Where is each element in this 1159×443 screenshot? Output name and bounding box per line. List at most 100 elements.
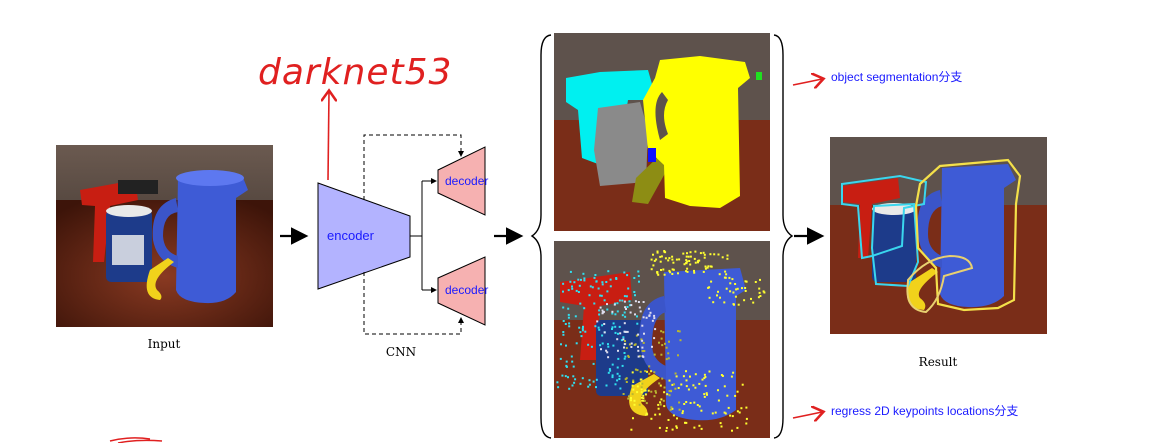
keypoint-dot [685,270,688,273]
keypoint-dot [675,375,678,378]
keypoint-dot [582,325,584,328]
keypoint-dot [607,345,610,348]
keypoint-dot [656,272,659,275]
result-label: Result [919,355,958,369]
keypoint-dot [630,397,632,399]
keypoint-dot [620,339,623,342]
keypoint-dot [617,357,620,360]
decoder-bottom-block [437,256,486,326]
keypoint-dot [684,421,686,424]
keypoint-dot [611,376,614,379]
keypoint-dot [634,313,636,316]
keypoint-dot [623,343,626,346]
keypoint-dot [637,349,640,352]
keypoint-dot [637,345,639,348]
keypoint-dot [636,385,639,388]
keypoint-dot [618,375,621,378]
keypoint-dot [636,369,639,372]
keypoint-dot [663,273,666,276]
keypoint-dot [685,259,688,262]
keypoint-dot [617,349,619,352]
keypoint-dot [731,278,734,281]
keypoint-dot [642,394,645,397]
keypoint-dot [562,306,565,309]
keypoint-dot [656,250,659,253]
keypoint-dot [601,342,604,345]
keypoint-dot [663,386,666,389]
keypoint-dot [672,414,675,417]
keypoint-dot [637,301,640,303]
keypoint-dot [575,342,578,345]
keypoint-dot [634,343,637,346]
keypoint-dot [724,412,727,415]
keypoint-dot [688,260,691,262]
keypoint-dot [717,253,720,256]
keypoint-dot [641,355,644,358]
keypoint-dot [616,338,619,341]
keypoint-dot [631,393,634,396]
keypoint-dot [642,301,645,303]
keypoint-dot [627,287,630,290]
keypoint-dot [641,350,644,352]
keypoint-dot [598,328,601,331]
keypoint-dot [560,343,562,346]
keypoint-dot [661,377,664,380]
keypoint-dot [648,372,651,375]
keypoint-dot [671,258,674,261]
keypoint-dot [562,320,565,322]
keypoint-dot [723,385,726,388]
keypoint-dot [677,272,679,275]
keypoint-dot [622,393,625,395]
keypoint-dot [648,365,651,368]
keypoint-dot [707,265,710,268]
keypoint-dot [657,273,660,276]
keypoint-dot [677,330,679,333]
cnn-label: CNN [386,345,416,359]
keypoint-dot [660,398,663,401]
keypoint-dot [665,426,668,429]
keypoint-dot [633,399,636,402]
keypoint-dot [737,303,740,306]
keypoint-dot [556,381,559,384]
keypoint-dot [685,261,688,264]
keypoint-dot [625,308,627,310]
keypoint-dot [659,260,662,263]
keypoint-dot [731,429,733,432]
keypoint-dot [580,335,583,338]
keypoint-dot [601,309,604,312]
keypoint-dot [623,357,626,360]
keypoint-dot [657,403,660,406]
keypoint-dot [621,314,624,317]
keypoint-dot [601,312,604,315]
keypoint-dot [664,257,667,260]
keypoint-dot [640,338,643,341]
keypoint-dot [667,357,670,360]
keypoint-dot [624,315,627,318]
keypoint-dot [592,380,595,383]
keypoint-dot [652,253,654,256]
keypoint-dot [687,388,690,391]
keypoint-dot [644,370,647,373]
keypoint-dot [678,330,681,333]
keypoint-dot [744,287,747,289]
keypoint-dot [636,315,638,318]
keypoint-dot [719,422,722,425]
keypoint-dot [680,383,683,386]
keypoint-dot [562,290,564,293]
keypoint-dot [706,266,709,269]
keypoint-dot [708,296,711,299]
keypoint-dot [577,278,580,281]
keypoint-dot [735,288,738,291]
handwritten-arrow-up [328,92,329,181]
keypoint-dot [601,283,604,286]
keypoint-dot [581,377,584,380]
keypoint-dot [673,383,675,386]
keypoint-dot [625,330,627,333]
keypoint-dot [714,411,717,414]
keypoint-dot [704,267,707,270]
keypoint-dot [647,307,650,310]
keypoint-dot [694,386,697,389]
keypoint-dot [619,387,622,390]
keypoint-dot [671,268,674,271]
keypoint-dot [623,295,626,298]
